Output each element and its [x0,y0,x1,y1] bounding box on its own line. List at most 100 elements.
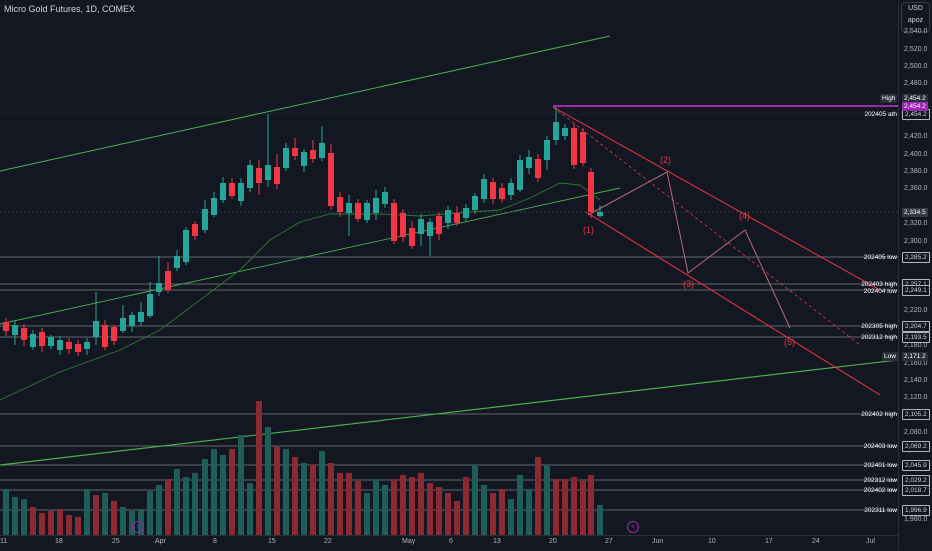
candle-body [192,224,198,236]
candle-body [147,294,153,316]
candle-body [102,325,108,347]
candle-body [588,172,594,212]
level-label: 202403 low [863,443,897,450]
volume-bar [39,513,45,535]
volume-bar [21,499,27,535]
candle-body [292,148,298,156]
elliott-wave-path [587,171,791,329]
chart-canvas[interactable] [0,0,898,535]
price-axis[interactable] [898,0,932,550]
currency-box[interactable]: USD apoz [901,2,930,32]
level-label: 202305 high [861,323,897,330]
volume-bar [562,479,568,535]
volume-bar [409,477,415,535]
symbol-title[interactable]: Micro Gold Futures, 1D, COMEX [4,4,136,14]
candle-body [265,165,271,180]
price-tick-label: 2,420.0 [904,133,928,140]
high-tag: High [880,94,898,103]
candle-body [156,283,162,292]
last-price-tag: 2,334.5 [902,208,928,217]
candle-body [247,165,253,188]
price-tick-label: 2,080.0 [904,429,928,436]
candle-body [283,148,289,168]
channel-bottom-line [0,359,898,466]
candle-body [427,222,433,236]
volume-bar [526,489,532,535]
volume-bar [436,487,442,535]
event-marker-icon[interactable]: » [627,521,639,533]
time-axis[interactable] [0,535,898,551]
volume-bar [400,475,406,535]
ath-price-tag: 2,454.2 [902,102,928,111]
volume-bar [499,489,505,535]
volume-bar [192,473,198,535]
price-tick-label: 2,300.0 [904,238,928,245]
volume-bar [84,489,90,535]
volume-bar [48,511,54,535]
candle-body [481,179,487,199]
level-label: 202401 low [863,462,897,469]
volume-bar [57,509,63,535]
candle-body [553,122,559,140]
level-price-tag: 2,204.7 [902,321,930,332]
candle-body [138,312,144,322]
candle-body [445,210,451,223]
volume-bar [382,485,388,535]
channel-top-line [0,35,611,172]
volume-bar [418,473,424,535]
price-tick-label: 2,140.0 [904,377,928,384]
volume-bar [535,457,541,535]
volume-bar [274,447,280,535]
candle-body [165,271,171,290]
volume-bar [66,515,72,535]
time-tick-label: 24 [812,538,820,545]
volume-bar [165,479,171,535]
candle-body [93,321,99,337]
level-label: 202402 low [863,487,897,494]
volume-bar [588,475,594,535]
price-tick-label: 2,400.0 [904,151,928,158]
time-tick-label: Jul [866,538,875,545]
candle-body [3,322,9,331]
candle-body [346,203,352,213]
level-price-tag: 2,285.2 [902,252,930,263]
volume-bar [310,465,316,535]
time-tick-label: 6 [449,538,453,545]
volume-bar [597,505,603,535]
candle-body [499,188,505,199]
candle-body [517,160,523,190]
volume-bar [391,479,397,535]
level-label: 202311 low [864,507,897,514]
chart-area[interactable] [0,0,898,535]
level-label: 202405 low [863,254,897,261]
candle-body [535,159,541,178]
candle-body [526,157,532,168]
volume-bar [454,501,460,535]
trendline-support [0,187,621,325]
candle-body [30,334,36,347]
candle-body [202,209,208,230]
candle-body [364,203,370,220]
event-marker-icon[interactable]: » [132,521,144,533]
volume-bar [111,501,117,535]
candle-body [274,167,280,184]
price-tick-label: 2,320.0 [904,220,928,227]
volume-bar [580,481,586,535]
high-price-tag: 2,454.2 [902,94,928,103]
time-tick-label: Apr [155,538,166,545]
level-price-tag: 1,996.9 [902,505,930,516]
time-tick-label: 17 [765,538,773,545]
time-tick-label: 15 [268,538,276,545]
time-tick-label: 25 [112,538,120,545]
currency-label[interactable]: USD [908,5,923,12]
volume-bar [156,485,162,535]
volume-bar [346,473,352,535]
candle-body [328,153,334,206]
price-tick-label: 2,160.0 [904,360,928,367]
candle-body [57,340,63,350]
wave-label: (5) [784,337,795,347]
time-tick-label: 13 [493,538,501,545]
volume-bar [202,459,208,535]
candle-body [129,315,135,326]
volume-bar [183,477,189,535]
